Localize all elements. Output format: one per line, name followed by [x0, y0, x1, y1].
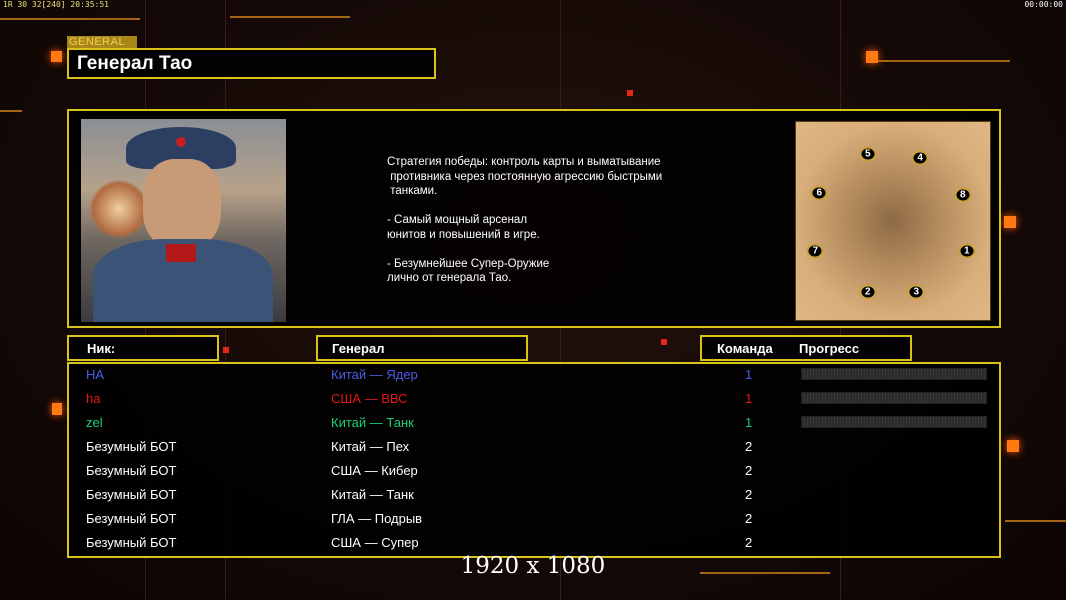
player-general[interactable]: ГЛА — Подрыв [331, 511, 423, 526]
player-team[interactable]: 1 [745, 367, 753, 382]
player-team[interactable]: 1 [745, 415, 753, 430]
bg-line [1005, 520, 1066, 522]
header-team-progress: Команда Прогресс [700, 335, 912, 361]
player-row[interactable]: ha США — ВВС 1 [69, 388, 999, 412]
player-team[interactable]: 2 [745, 439, 753, 454]
accent-square [51, 51, 62, 62]
player-general[interactable]: США — ВВС [331, 391, 408, 406]
accent-square [1007, 440, 1019, 452]
player-row[interactable]: Безумный БОТ ГЛА — Подрыв 2 [69, 508, 999, 532]
progress-bar [801, 416, 987, 428]
player-team[interactable]: 2 [745, 535, 753, 550]
bg-line [230, 16, 350, 18]
resolution-label: 1920 x 1080 [460, 553, 606, 579]
player-team[interactable]: 2 [745, 511, 753, 526]
player-row[interactable]: Безумный БОТ США — Супер 2 [69, 532, 999, 556]
progress-bar [801, 392, 987, 404]
page-title: Генерал Тао [67, 48, 436, 79]
player-team[interactable]: 2 [745, 463, 753, 478]
bg-line [0, 18, 140, 20]
player-nick: Безумный БОТ [86, 487, 177, 502]
player-general[interactable]: Китай — Пех [331, 439, 410, 454]
progress-bar [801, 368, 987, 380]
player-team[interactable]: 1 [745, 391, 753, 406]
player-nick: ha [86, 391, 101, 406]
header-team: Команда [717, 341, 773, 356]
general-tag: GENERAL [67, 36, 137, 48]
header-progress: Прогресс [799, 341, 860, 356]
start-position-marker[interactable]: 6 [810, 185, 828, 201]
player-row[interactable]: Безумный БОТ США — Кибер 2 [69, 460, 999, 484]
start-position-marker[interactable]: 3 [907, 284, 925, 300]
player-general[interactable]: США — Кибер [331, 463, 418, 478]
player-nick: zel [86, 415, 103, 430]
player-general[interactable]: США — Супер [331, 535, 419, 550]
players-list: HA Китай — Ядер 1 ha США — ВВС 1 zel Китай… [67, 362, 1001, 558]
start-position-marker[interactable]: 7 [806, 243, 824, 259]
start-position-marker[interactable]: 4 [911, 150, 929, 166]
status-left: 1R 30 32[240] 20:35:51 [3, 0, 109, 9]
player-general[interactable]: Китай — Ядер [331, 367, 418, 382]
player-nick: Безумный БОТ [86, 511, 177, 526]
status-clock: 00:00:00 [1024, 0, 1063, 9]
accent-dot [627, 90, 633, 96]
general-description: Стратегия победы: контроль карты и вымат… [387, 156, 663, 284]
bg-line [700, 572, 830, 574]
start-position-marker[interactable]: 5 [859, 146, 877, 162]
start-position-marker[interactable]: 8 [954, 187, 972, 203]
general-portrait [81, 119, 286, 322]
player-team[interactable]: 2 [745, 487, 753, 502]
accent-dot [661, 339, 667, 345]
general-info-panel: Стратегия победы: контроль карты и вымат… [67, 109, 1001, 328]
accent-square [866, 51, 878, 63]
bg-line [870, 60, 1010, 62]
accent-dot [223, 347, 229, 353]
player-general[interactable]: Китай — Танк [331, 487, 414, 502]
map-preview[interactable]: 1 2 3 4 5 6 7 8 [795, 121, 991, 321]
player-nick: Безумный БОТ [86, 439, 177, 454]
header-nick: Ник: [67, 335, 219, 361]
player-row[interactable]: Безумный БОТ Китай — Пех 2 [69, 436, 999, 460]
player-nick: Безумный БОТ [86, 463, 177, 478]
player-row[interactable]: zel Китай — Танк 1 [69, 412, 999, 436]
header-general: Генерал [316, 335, 528, 361]
player-row[interactable]: Безумный БОТ Китай — Танк 2 [69, 484, 999, 508]
accent-square [1004, 216, 1016, 228]
player-general[interactable]: Китай — Танк [331, 415, 414, 430]
player-nick: Безумный БОТ [86, 535, 177, 550]
bg-line [0, 110, 22, 112]
player-nick: HA [86, 367, 105, 382]
start-position-marker[interactable]: 1 [958, 243, 976, 259]
accent-square [52, 403, 62, 415]
start-position-marker[interactable]: 2 [859, 284, 877, 300]
player-row[interactable]: HA Китай — Ядер 1 [69, 364, 999, 388]
